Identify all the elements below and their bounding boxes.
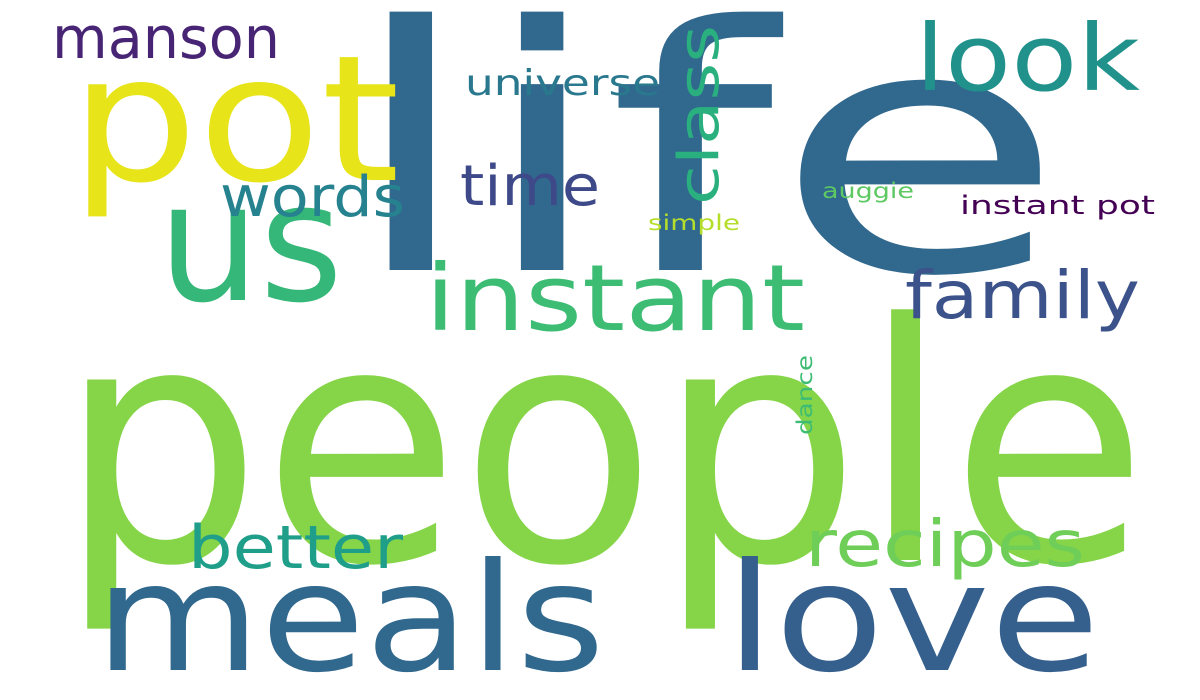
word-look: look xyxy=(915,5,1141,112)
word-instant: instant xyxy=(425,245,805,352)
word-auggie: auggie xyxy=(822,179,914,203)
word-pot: pot xyxy=(70,19,400,222)
word-recipes: recipes xyxy=(805,508,1085,582)
word-dance: dance xyxy=(793,355,817,435)
word-better: better xyxy=(188,513,403,583)
word-universe: universe xyxy=(465,63,660,104)
word-words: words xyxy=(220,165,405,230)
word-time: time xyxy=(460,154,600,219)
word-manson: manson xyxy=(52,4,280,72)
word-life: life xyxy=(345,0,1065,351)
word-love: love xyxy=(725,532,1100,700)
word-class: class xyxy=(667,25,732,205)
word-people: people xyxy=(58,254,1148,638)
word-simple: simple xyxy=(648,211,740,235)
word-instant-pot: instant pot xyxy=(960,191,1155,221)
word-family: family xyxy=(905,257,1140,334)
word-us: us xyxy=(158,147,343,339)
word-meals: meals xyxy=(95,532,605,700)
